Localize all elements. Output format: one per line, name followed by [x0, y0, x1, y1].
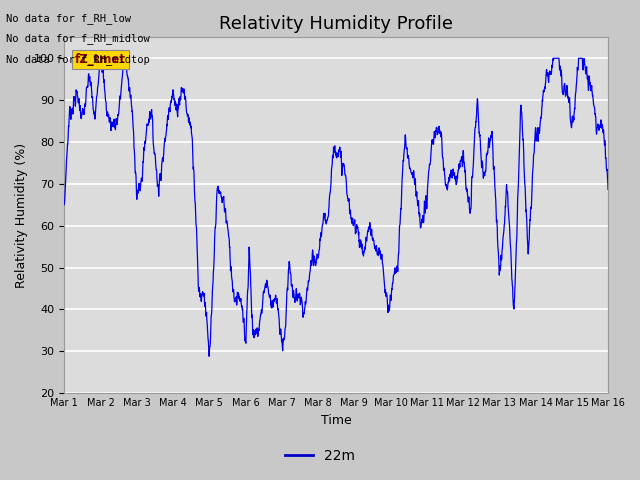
Text: No data for f_RH_low: No data for f_RH_low: [6, 13, 131, 24]
X-axis label: Time: Time: [321, 414, 351, 427]
Text: No data for f_RH_midlow: No data for f_RH_midlow: [6, 34, 150, 44]
Text: fZ_tmet: fZ_tmet: [75, 53, 126, 66]
Legend: 22m: 22m: [280, 443, 360, 468]
Title: Relativity Humidity Profile: Relativity Humidity Profile: [219, 15, 453, 33]
Y-axis label: Relativity Humidity (%): Relativity Humidity (%): [15, 143, 28, 288]
Text: No data for f_RH_midtop: No data for f_RH_midtop: [6, 54, 150, 64]
